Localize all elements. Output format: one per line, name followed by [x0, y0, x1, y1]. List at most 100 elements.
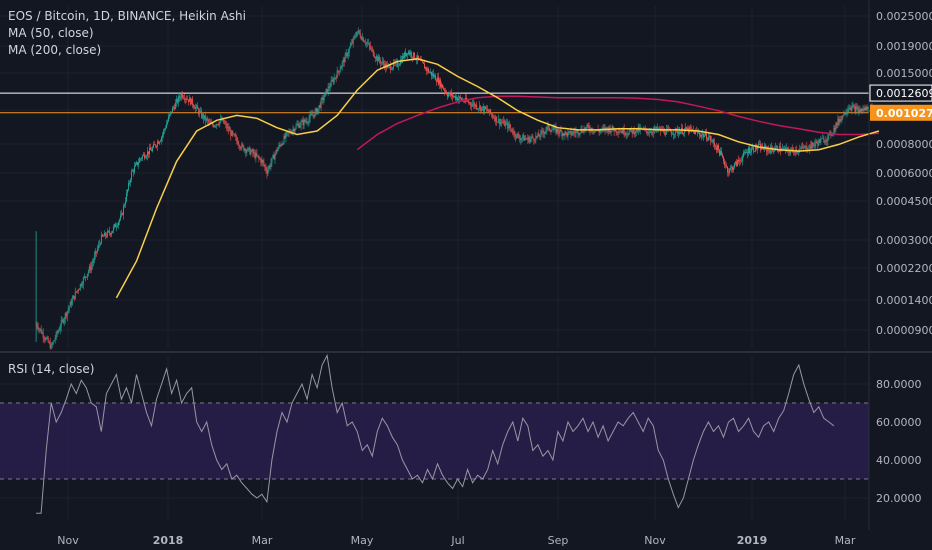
candle-body[interactable]: [490, 109, 492, 114]
candle-body[interactable]: [864, 107, 866, 111]
candle-body[interactable]: [850, 107, 852, 111]
candle-body[interactable]: [724, 161, 725, 166]
candle-body[interactable]: [530, 137, 532, 139]
candle-body[interactable]: [262, 159, 264, 163]
candle-body[interactable]: [241, 144, 243, 149]
candle-body[interactable]: [266, 170, 268, 174]
candle-body[interactable]: [198, 108, 200, 114]
candle-body[interactable]: [238, 144, 240, 146]
candle-body[interactable]: [371, 48, 373, 50]
candle-body[interactable]: [173, 107, 175, 109]
candle-body[interactable]: [310, 114, 312, 116]
candle-body[interactable]: [675, 128, 677, 130]
candle-body[interactable]: [150, 147, 151, 150]
candle-body[interactable]: [622, 128, 624, 134]
candle-body[interactable]: [749, 147, 751, 153]
candle-body[interactable]: [555, 126, 557, 133]
candle-body[interactable]: [617, 132, 619, 134]
candle-body[interactable]: [533, 138, 535, 141]
candle-body[interactable]: [156, 146, 157, 148]
candle-body[interactable]: [296, 124, 298, 126]
candle-body[interactable]: [508, 124, 510, 129]
candle-body[interactable]: [820, 138, 822, 143]
candle-body[interactable]: [477, 108, 479, 110]
candle-body[interactable]: [384, 63, 386, 69]
candle-body[interactable]: [219, 121, 221, 125]
candle-body[interactable]: [457, 97, 459, 101]
candle-body[interactable]: [109, 233, 111, 235]
candle-body[interactable]: [731, 167, 732, 168]
candle-body[interactable]: [438, 77, 439, 85]
candle-body[interactable]: [314, 110, 316, 117]
candle-body[interactable]: [822, 137, 824, 139]
candle-body[interactable]: [79, 283, 81, 289]
candle-body[interactable]: [325, 89, 327, 92]
candle-body[interactable]: [203, 114, 205, 120]
candle-body[interactable]: [733, 167, 734, 171]
candle-body[interactable]: [513, 131, 515, 134]
candle-body[interactable]: [719, 149, 720, 156]
candle-body[interactable]: [243, 145, 245, 151]
candle-body[interactable]: [301, 120, 303, 122]
candle-body[interactable]: [789, 151, 791, 154]
candle-body[interactable]: [518, 135, 520, 138]
candle-body[interactable]: [437, 77, 438, 82]
candle-body[interactable]: [155, 144, 156, 147]
candle-body[interactable]: [504, 120, 506, 127]
candle-body[interactable]: [340, 66, 342, 70]
candle-body[interactable]: [652, 130, 654, 134]
candle-body[interactable]: [736, 161, 737, 166]
candle-body[interactable]: [210, 121, 212, 124]
candle-body[interactable]: [362, 37, 364, 42]
candle-body[interactable]: [693, 130, 695, 135]
candle-body[interactable]: [273, 155, 275, 160]
candle-body[interactable]: [409, 52, 411, 55]
candle-body[interactable]: [517, 133, 519, 136]
candle-body[interactable]: [76, 290, 78, 292]
candle-body[interactable]: [694, 130, 696, 135]
candle-body[interactable]: [336, 70, 338, 79]
candle-body[interactable]: [712, 139, 713, 141]
candle-body[interactable]: [486, 108, 488, 110]
candle-body[interactable]: [237, 140, 239, 145]
candle-body[interactable]: [618, 131, 620, 134]
candle-body[interactable]: [527, 137, 529, 140]
candle-body[interactable]: [541, 130, 543, 132]
candle-body[interactable]: [553, 126, 555, 130]
candle-body[interactable]: [110, 232, 112, 235]
candle-body[interactable]: [196, 105, 198, 107]
candle-body[interactable]: [705, 132, 707, 140]
candle-body[interactable]: [725, 165, 726, 166]
candle-body[interactable]: [434, 75, 435, 77]
candle-body[interactable]: [467, 100, 469, 102]
candle-body[interactable]: [803, 147, 805, 149]
candle-body[interactable]: [484, 106, 486, 112]
candle-body[interactable]: [783, 148, 785, 150]
candle-body[interactable]: [324, 91, 326, 97]
candle-body[interactable]: [701, 133, 703, 135]
candle-body[interactable]: [316, 108, 318, 114]
candle-body[interactable]: [126, 189, 128, 193]
candle-body[interactable]: [383, 63, 385, 69]
candle-body[interactable]: [94, 251, 96, 256]
candle-body[interactable]: [828, 133, 830, 136]
candle-body[interactable]: [411, 56, 413, 58]
candle-body[interactable]: [270, 162, 272, 167]
candle-body[interactable]: [813, 144, 815, 147]
candle-body[interactable]: [445, 91, 446, 92]
candle-body[interactable]: [209, 121, 211, 123]
candle-body[interactable]: [432, 73, 433, 76]
candle-body[interactable]: [148, 151, 149, 155]
candle-body[interactable]: [785, 147, 787, 151]
candle-body[interactable]: [503, 120, 505, 123]
candle-body[interactable]: [60, 320, 62, 328]
candle-body[interactable]: [741, 160, 743, 162]
candle-body[interactable]: [179, 96, 181, 98]
candle-body[interactable]: [845, 113, 847, 115]
candle-body[interactable]: [133, 170, 134, 173]
candle-body[interactable]: [309, 114, 311, 119]
candle-body[interactable]: [337, 70, 339, 72]
candle-body[interactable]: [773, 150, 775, 152]
candle-body[interactable]: [123, 204, 125, 207]
candle-body[interactable]: [115, 226, 117, 228]
